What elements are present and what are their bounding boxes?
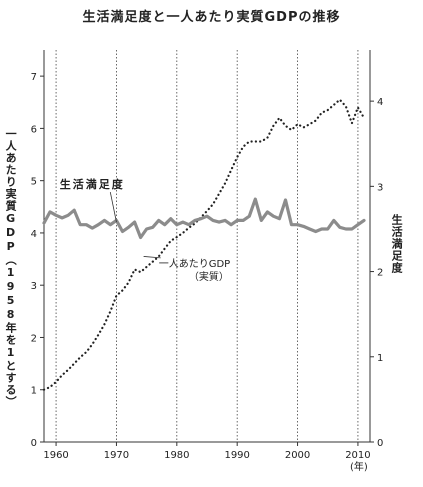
x-tick-label-2000: 2000 [285,450,310,461]
y-right-tick-label-1: 1 [377,353,383,364]
y-left-tick-label-2: 2 [31,333,37,344]
y-left-tick-label-3: 3 [31,281,37,292]
annotation-gdp-real: （実質） [189,270,229,283]
x-tick-label-1980: 1980 [164,450,189,461]
series-line-gdp [42,98,366,391]
y-left-tick-label-0: 0 [31,438,37,449]
y-left-tick-label-6: 6 [31,124,37,135]
y-axis-left-label: 一人あたり実質GDP（1958年を1とする） [4,128,18,408]
series-line-satisfaction [42,197,366,240]
leader-line-satisfaction [109,191,117,223]
y-left-tick-label-5: 5 [31,177,37,188]
y-left-tick-label-1: 1 [31,386,37,397]
y-right-tick-label-3: 3 [377,182,383,193]
y-right-tick-label-2: 2 [377,268,383,279]
annotation-gdp: 一人あたりGDP [159,258,230,270]
y-axis-right-label: 生活満足度 [390,214,404,274]
x-tick-label-1960: 1960 [43,450,68,461]
x-tick-label-1990: 1990 [224,450,249,461]
y-left-tick-label-4: 4 [31,229,37,240]
y-right-tick-label-4: 4 [377,97,383,108]
annotation-satisfaction: 生活満足度 [60,177,125,191]
chart-title: 生活満足度と一人あたり実質GDPの推移 [82,10,341,25]
y-left-tick-label-7: 7 [31,72,37,83]
x-tick-label-1970: 1970 [104,450,129,461]
y-right-tick-label-0: 0 [377,438,383,449]
leader-line-gdp [143,256,161,259]
x-axis-unit: (年) [350,460,368,473]
x-tick-label-2010: 2010 [345,450,370,461]
